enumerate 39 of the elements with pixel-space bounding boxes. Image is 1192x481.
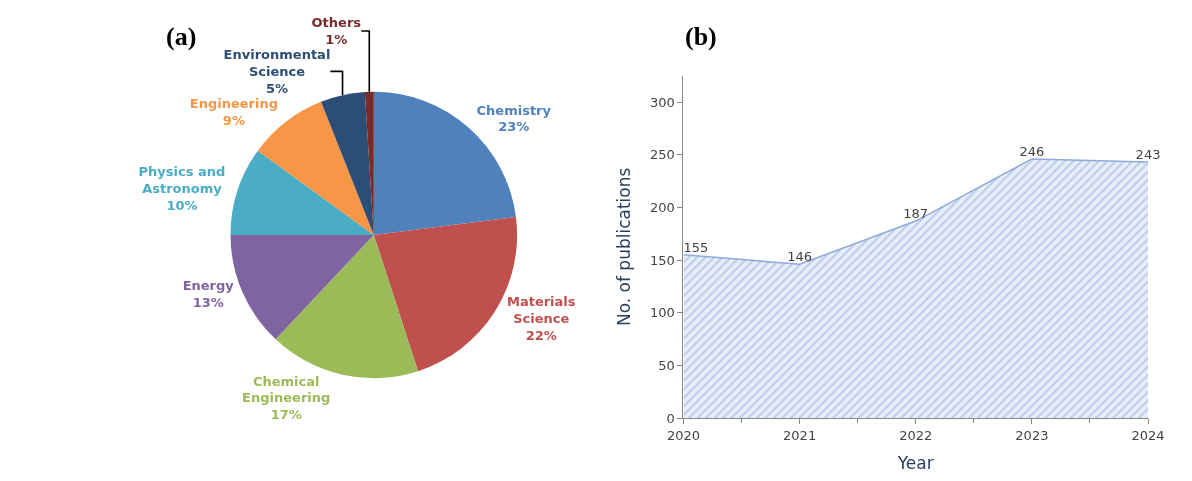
y-tick-label: 50	[658, 357, 675, 373]
slice-label: Physics and Astronomy	[138, 163, 226, 196]
slice-label: Chemical Engineering	[242, 373, 331, 406]
x-tick-label: 2024	[1131, 427, 1165, 443]
data-label: 155	[683, 239, 709, 255]
data-label: 23%	[498, 119, 530, 135]
y-tick-label: 0	[666, 410, 675, 426]
pie-slice	[230, 150, 374, 235]
data-label: 5%	[265, 80, 289, 96]
x-tick-label: 2023	[1015, 427, 1049, 443]
data-label: 13%	[192, 295, 224, 311]
slice-label: Materials Science	[506, 294, 576, 327]
chart-title: (b)	[685, 22, 717, 51]
data-label: 187	[903, 205, 929, 221]
x-tick-label: 2022	[899, 427, 933, 443]
x-tick-label: 2021	[783, 427, 817, 443]
slice-label: Engineering	[189, 95, 278, 111]
slice-label: Others	[311, 15, 362, 31]
y-tick-label: 100	[650, 305, 675, 321]
data-label: 17%	[270, 407, 302, 423]
y-axis-title: No. of publications	[613, 167, 634, 327]
data-label: 9%	[222, 112, 245, 128]
data-label: 246	[1019, 143, 1045, 159]
y-tick-label: 150	[650, 252, 675, 268]
data-label: 1%	[325, 32, 348, 47]
data-label: 243	[1135, 146, 1161, 162]
data-label: 10%	[166, 197, 198, 213]
data-label: 22%	[525, 328, 557, 344]
y-tick-label: 200	[650, 199, 675, 215]
x-axis-title: Year	[896, 453, 934, 473]
slice-label: Environmental Science	[223, 47, 331, 79]
y-tick-label: 250	[650, 147, 675, 163]
slice-label: Chemistry	[476, 102, 552, 118]
pie-slice	[321, 91, 374, 235]
data-label: 146	[787, 248, 813, 264]
slice-label: Energy	[182, 278, 235, 294]
y-tick-label: 300	[650, 94, 675, 110]
chart-title: (a)	[166, 22, 197, 51]
x-tick-label: 2020	[666, 427, 701, 443]
